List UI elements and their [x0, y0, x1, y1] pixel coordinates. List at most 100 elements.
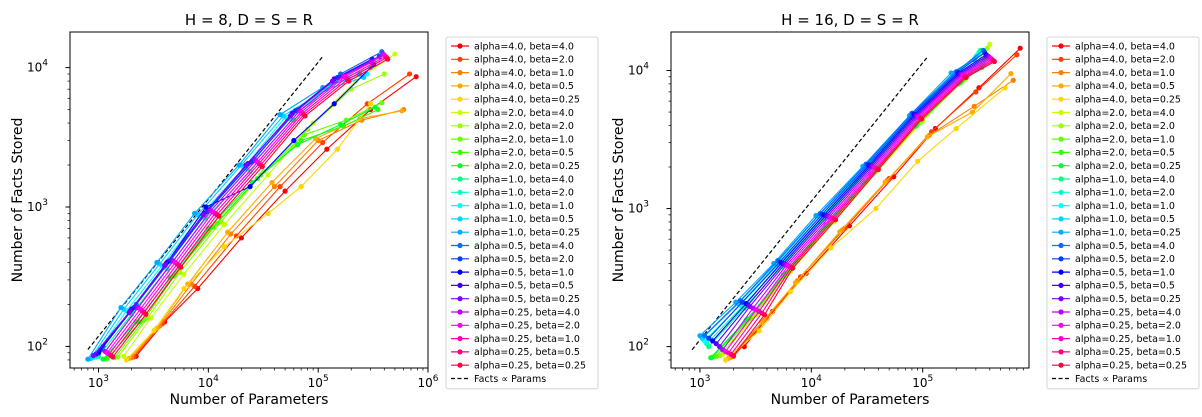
- legend-swatch-marker: [457, 309, 463, 315]
- data-point: [291, 137, 297, 144]
- legend-swatch-marker: [1058, 136, 1064, 142]
- legend-swatch-marker: [457, 109, 463, 116]
- legend-entry: alpha=1.0, beta=0.5: [451, 214, 574, 225]
- data-point: [295, 142, 301, 148]
- legend-entry: alpha=0.25, beta=1.0: [1052, 334, 1181, 345]
- data-point: [710, 338, 716, 344]
- legend-label: alpha=4.0, beta=4.0: [1075, 41, 1175, 52]
- legend-label: alpha=0.5, beta=0.25: [474, 294, 580, 305]
- legend-entry-reference: Facts ∝ Params: [451, 374, 546, 385]
- series-line: [106, 54, 385, 354]
- data-point: [143, 311, 149, 317]
- legend-entry: alpha=1.0, beta=0.5: [1052, 214, 1175, 225]
- y-tick-label: 102: [27, 337, 48, 353]
- series-line: [730, 60, 994, 355]
- data-point: [85, 356, 91, 362]
- legend-entry: alpha=0.25, beta=0.25: [1052, 361, 1187, 372]
- series-line: [123, 53, 396, 357]
- legend-label: alpha=4.0, beta=1.0: [474, 68, 574, 79]
- data-point: [379, 100, 385, 106]
- data-point: [971, 103, 977, 109]
- data-point: [761, 312, 768, 318]
- data-point: [976, 85, 982, 91]
- data-point: [259, 163, 265, 170]
- legend-entry: alpha=2.0, beta=0.5: [1052, 148, 1175, 159]
- legend-swatch-marker: [457, 322, 463, 328]
- data-point: [271, 184, 278, 190]
- data-point: [329, 78, 336, 84]
- legend-swatch-marker: [457, 163, 463, 169]
- legend-label: alpha=2.0, beta=2.0: [474, 121, 574, 132]
- data-point: [302, 113, 308, 119]
- legend-swatch-marker: [457, 43, 463, 49]
- data-point: [178, 264, 184, 270]
- legend-entry: alpha=4.0, beta=2.0: [1052, 55, 1175, 66]
- legend-label: alpha=0.5, beta=0.5: [1075, 281, 1175, 292]
- legend-label: alpha=4.0, beta=0.5: [474, 81, 574, 92]
- legend-entry-reference: Facts ∝ Params: [1052, 374, 1147, 385]
- legend-swatch-marker: [457, 203, 463, 209]
- series-group: [697, 41, 1023, 363]
- legend-swatch-marker: [1058, 362, 1064, 368]
- series-line: [117, 73, 385, 358]
- data-point: [100, 356, 106, 362]
- legend-label: alpha=0.5, beta=0.25: [1075, 294, 1181, 305]
- legend-label: alpha=1.0, beta=0.5: [474, 214, 574, 225]
- legend-entry: alpha=2.0, beta=2.0: [451, 121, 574, 132]
- legend-label: alpha=2.0, beta=1.0: [1075, 134, 1175, 145]
- legend-swatch-marker: [1058, 123, 1064, 129]
- legend-entry: alpha=2.0, beta=0.5: [451, 148, 574, 159]
- legend-entry: alpha=0.25, beta=2.0: [451, 321, 580, 332]
- data-point: [110, 354, 116, 360]
- data-point: [238, 235, 245, 241]
- legend-label: alpha=0.5, beta=2.0: [474, 254, 574, 265]
- legend-label: alpha=1.0, beta=2.0: [1075, 188, 1175, 199]
- data-point: [948, 70, 954, 76]
- data-point: [346, 78, 352, 84]
- minor-ticks: [67, 73, 424, 371]
- legend-swatch-marker: [457, 96, 463, 102]
- legend-entry: alpha=0.5, beta=1.0: [451, 267, 574, 278]
- data-point: [385, 56, 391, 62]
- data-point: [1017, 45, 1023, 51]
- data-point: [708, 355, 714, 361]
- series-line: [133, 73, 410, 358]
- legend-label: alpha=4.0, beta=0.25: [474, 95, 580, 106]
- legend-entry: alpha=0.25, beta=4.0: [451, 307, 580, 318]
- legend-label: alpha=0.25, beta=0.25: [474, 361, 586, 372]
- legend: alpha=4.0, beta=4.0 alpha=4.0, beta=2.0 al…: [445, 36, 599, 390]
- legend-entry: alpha=0.5, beta=2.0: [451, 254, 574, 265]
- data-point: [282, 188, 288, 194]
- minor-ticks: [668, 76, 1024, 371]
- y-axis-title: Number of Facts Stored: [10, 118, 26, 283]
- data-point: [236, 162, 242, 168]
- series-line: [708, 49, 981, 347]
- legend-label: alpha=1.0, beta=2.0: [474, 188, 574, 199]
- series-line: [712, 54, 987, 342]
- legend-entry: alpha=2.0, beta=1.0: [1052, 134, 1175, 145]
- x-tick-label: 105: [912, 374, 933, 390]
- series-line: [719, 56, 989, 347]
- legend-label: alpha=0.25, beta=2.0: [474, 321, 580, 332]
- x-tick-exponent: 4: [213, 374, 219, 384]
- legend-swatch-marker: [1058, 83, 1064, 89]
- data-point: [304, 126, 311, 133]
- x-tick-exponent: 3: [705, 374, 711, 384]
- x-tick-label: 104: [198, 374, 219, 390]
- legend-label: alpha=1.0, beta=0.25: [474, 228, 580, 239]
- legend-entry: alpha=4.0, beta=0.5: [451, 81, 574, 92]
- data-point: [203, 204, 209, 210]
- data-point: [123, 357, 130, 363]
- legend-entry: alpha=0.5, beta=0.5: [451, 281, 574, 292]
- data-point: [324, 146, 330, 152]
- legend-label: alpha=2.0, beta=0.5: [1075, 148, 1175, 159]
- data-point: [756, 328, 762, 334]
- data-point: [991, 58, 997, 65]
- data-point: [706, 335, 712, 341]
- data-point: [407, 71, 413, 77]
- data-point: [277, 112, 283, 118]
- y-tick-exponent: 3: [643, 200, 649, 210]
- legend-entry: alpha=4.0, beta=2.0: [451, 55, 574, 66]
- x-tick-label: 103: [689, 374, 710, 390]
